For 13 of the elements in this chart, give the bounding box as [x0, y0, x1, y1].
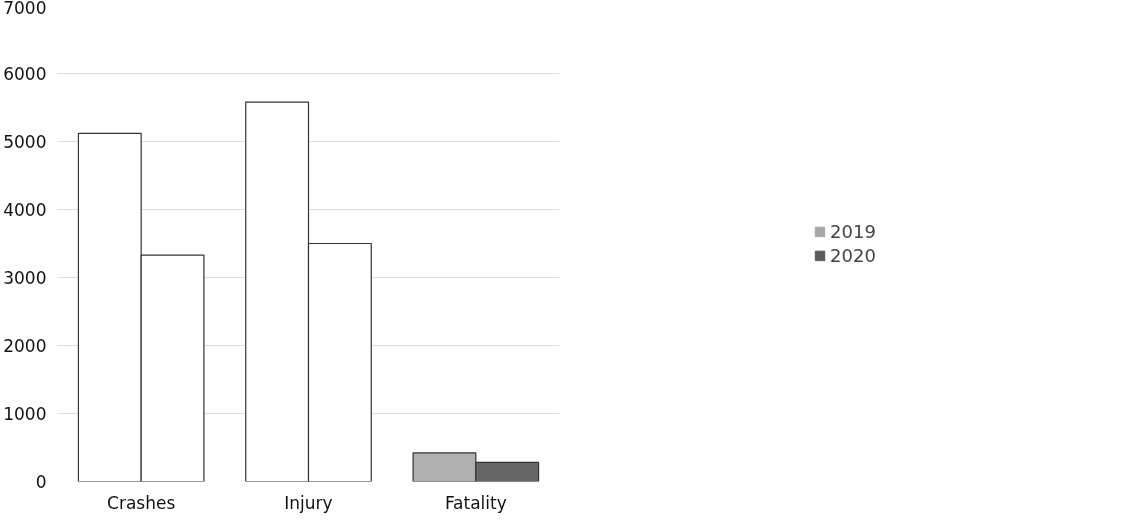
y-tick-label: 3000 [3, 268, 47, 288]
y-tick-label: 7000 [3, 0, 47, 18]
legend-label: 2019 [830, 220, 876, 242]
legend-label: 2020 [830, 244, 876, 266]
y-tick-label: 1000 [3, 404, 47, 424]
y-tick-label: 4000 [3, 200, 47, 220]
y-tick-label: 0 [35, 472, 47, 492]
y-tick-label: 5000 [3, 132, 47, 152]
x-tick-label: Injury [284, 492, 333, 513]
y-tick-label: 2000 [3, 336, 47, 356]
x-tick-label: Crashes [107, 492, 176, 513]
x-tick-label: Fatality [444, 492, 507, 513]
y-tick-label: 6000 [3, 64, 47, 84]
